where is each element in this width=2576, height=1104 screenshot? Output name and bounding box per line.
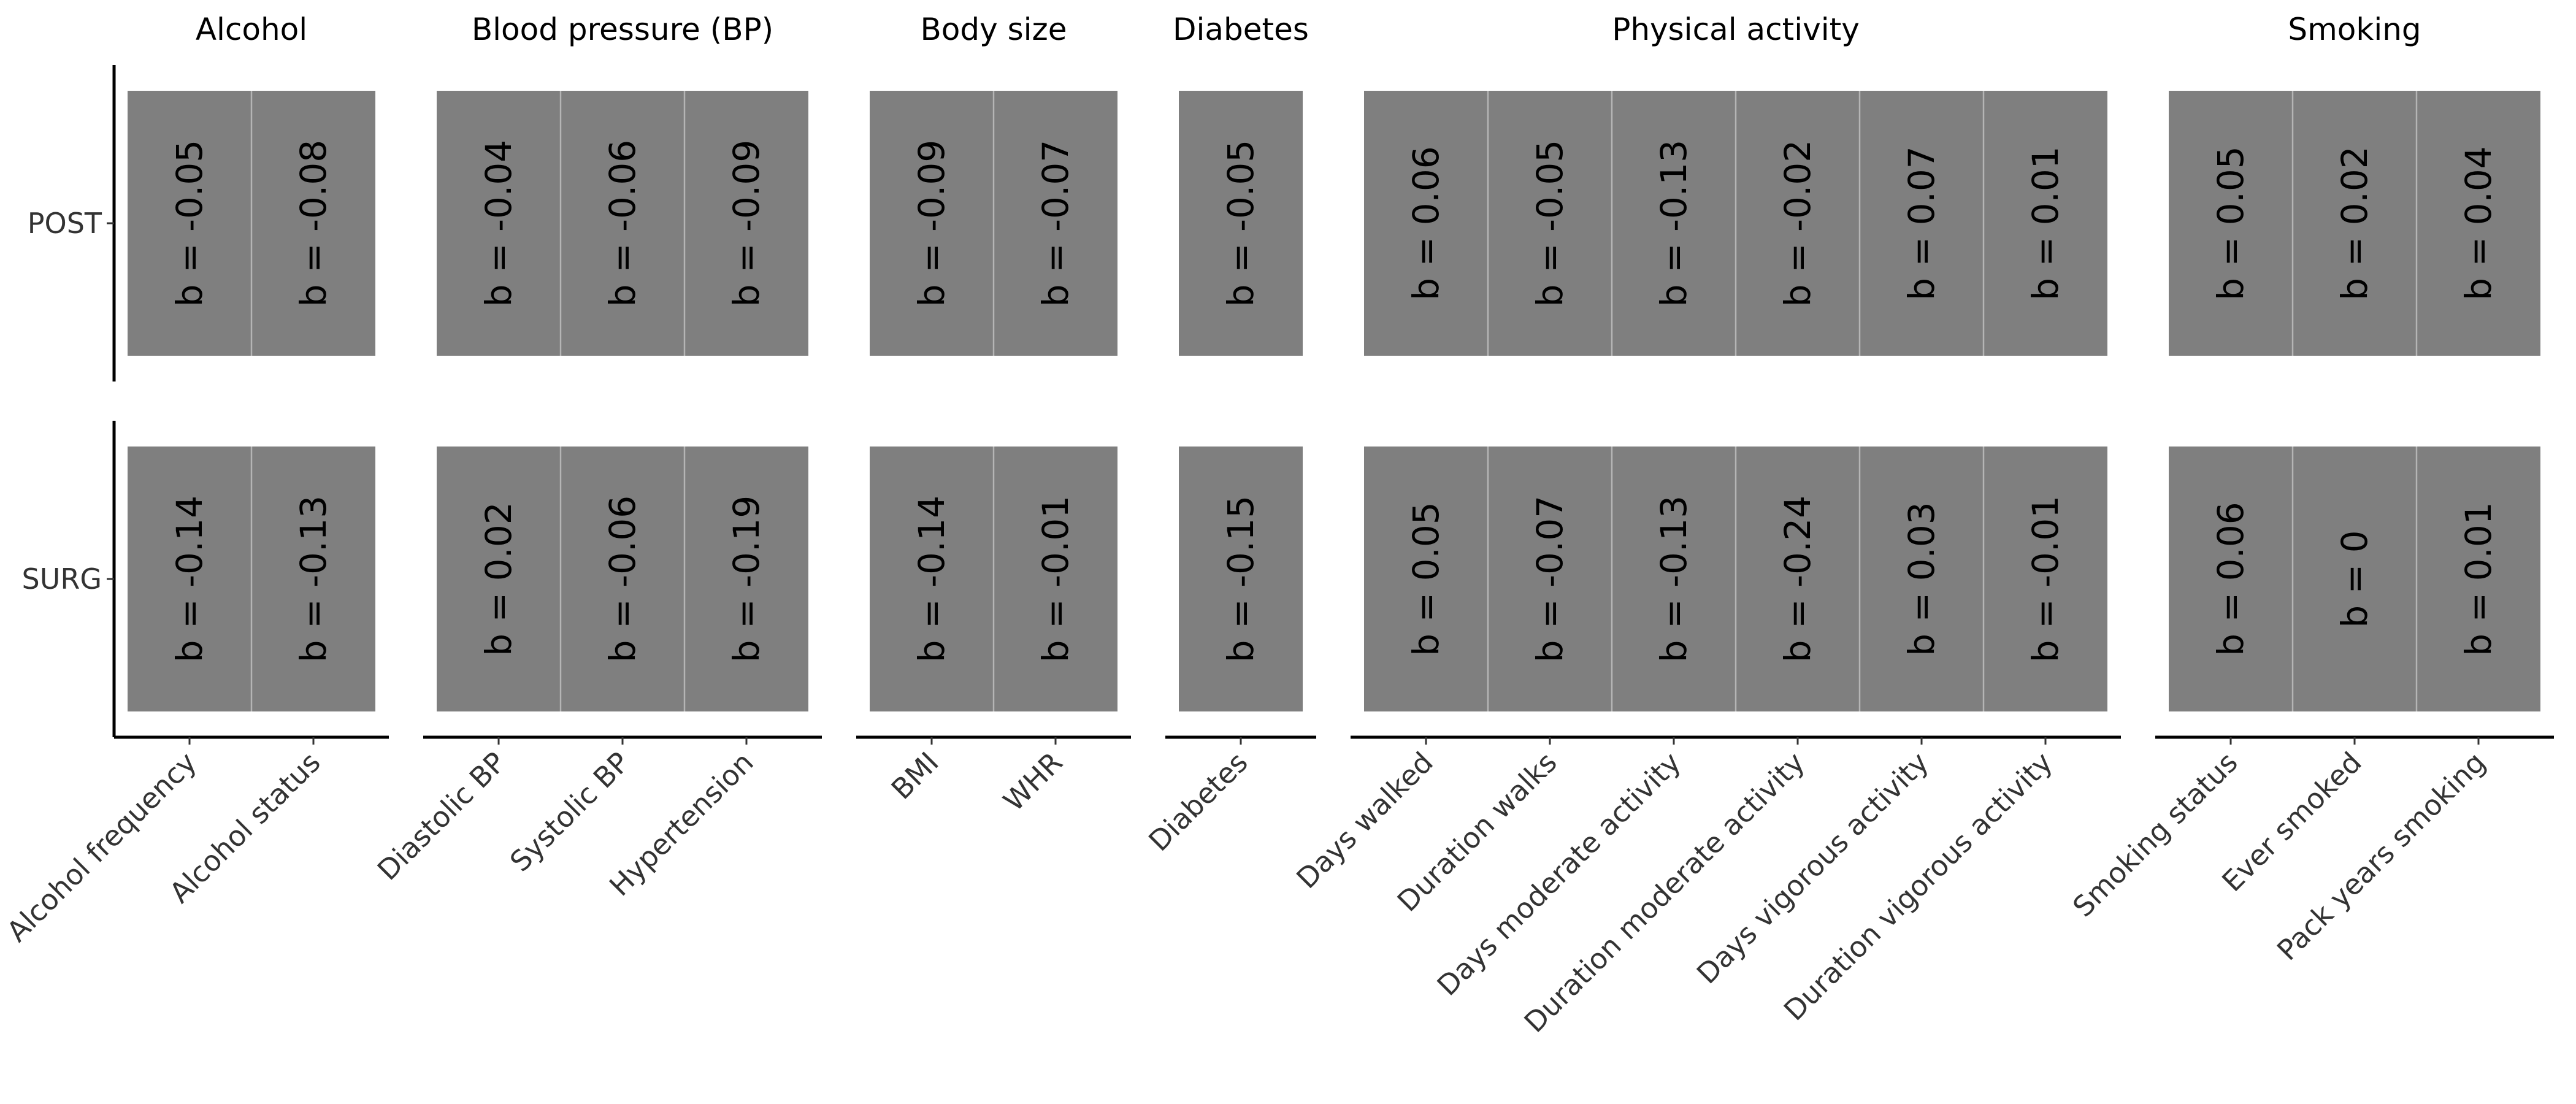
heatmap-cell-surg-days-vigorous-activity [1860, 447, 1984, 711]
heatmap-cell-post-duration-vigorous-activity [1984, 91, 2107, 356]
heatmap-cell-post-diabetes [1179, 91, 1303, 356]
heatmap-cell-post-alcohol-frequency [128, 91, 251, 356]
y-tick-label-surg: SURG [22, 562, 102, 596]
cell-label-post-pack-years-smoking: b = 0.04 [2458, 146, 2499, 300]
x-tick-label-whr: WHR [997, 746, 1068, 818]
cell-label-post-duration-walks: b = -0.05 [1529, 140, 1571, 307]
heatmap-cell-surg-diastolic-bp [437, 447, 561, 711]
heatmap-cell-surg-diabetes [1179, 447, 1303, 711]
axes [107, 65, 2554, 745]
y-tick-label-post: POST [28, 207, 102, 240]
cell-label-surg-whr: b = -0.01 [1035, 496, 1076, 662]
cell-label-surg-pack-years-smoking: b = 0.01 [2458, 502, 2499, 656]
heatmap-cell-surg-duration-vigorous-activity [1984, 447, 2107, 711]
cell-label-post-days-moderate-activity: b = -0.13 [1653, 140, 1695, 307]
cell-label-surg-ever-smoked: b = 0 [2334, 530, 2375, 627]
x-tick-label-diastolic-bp: Diastolic BP [371, 746, 512, 887]
cell-label-post-days-vigorous-activity: b = 0.07 [1901, 146, 1942, 300]
cell-label-surg-alcohol-frequency: b = -0.14 [169, 496, 210, 662]
cell-label-surg-days-moderate-activity: b = -0.13 [1653, 496, 1695, 662]
cell-label-surg-hypertension: b = -0.19 [726, 496, 767, 662]
heatmap-cell-post-duration-moderate-activity [1736, 91, 1860, 356]
heatmap-cell-surg-alcohol-status [251, 447, 375, 711]
x-tick-label-pack-years-smoking: Pack years smoking [2271, 746, 2492, 967]
heatmap-cell-surg-pack-years-smoking [2417, 447, 2540, 711]
heatmap-cell-post-pack-years-smoking [2417, 91, 2540, 356]
heatmap-cell-surg-duration-walks [1488, 447, 1612, 711]
x-tick-label-bmi: BMI [885, 746, 945, 806]
heatmap-cell-post-alcohol-status [251, 91, 375, 356]
heatmap-cell-post-days-moderate-activity [1612, 91, 1736, 356]
cell-label-surg-duration-walks: b = -0.07 [1529, 496, 1571, 662]
heatmap-cell-post-ever-smoked [2293, 91, 2417, 356]
x-tick-label-days-moderate-activity: Days moderate activity [1431, 746, 1687, 1002]
cell-label-post-diastolic-bp: b = -0.04 [478, 140, 519, 307]
cell-label-post-diabetes: b = -0.05 [1220, 140, 1262, 307]
heatmap-cell-post-diastolic-bp [437, 91, 561, 356]
cell-label-post-days-walked: b = 0.06 [1405, 146, 1447, 300]
cell-label-post-duration-vigorous-activity: b = 0.01 [2025, 146, 2066, 300]
x-tick-label-diabetes: Diabetes [1142, 746, 1254, 858]
cell-label-post-hypertension: b = -0.09 [726, 140, 767, 307]
heatmap-cell-surg-smoking-status [2169, 447, 2293, 711]
x-tick-label-smoking-status: Smoking status [2066, 746, 2244, 924]
facet-title-physical-activity: Physical activity [1612, 12, 1860, 47]
cell-label-post-smoking-status: b = 0.05 [2210, 146, 2252, 300]
heatmap-cell-post-days-walked [1364, 91, 1488, 356]
heatmap-cell-post-systolic-bp [561, 91, 684, 356]
cell-label-surg-bmi: b = -0.14 [911, 496, 953, 662]
facet-title-smoking: Smoking [2288, 12, 2421, 47]
cell-label-post-whr: b = -0.07 [1035, 140, 1076, 307]
cell-label-surg-diabetes: b = -0.15 [1220, 496, 1262, 662]
heatmap-cell-post-smoking-status [2169, 91, 2293, 356]
heatmap-cell-surg-days-walked [1364, 447, 1488, 711]
heatmap-cell-post-whr [994, 91, 1117, 356]
heatmap-cell-surg-duration-moderate-activity [1736, 447, 1860, 711]
heatmap-cell-post-duration-walks [1488, 91, 1612, 356]
cell-label-surg-diastolic-bp: b = 0.02 [478, 502, 519, 656]
cell-label-surg-days-walked: b = 0.05 [1405, 502, 1447, 656]
cell-label-post-bmi: b = -0.09 [911, 140, 953, 307]
x-tick-label-duration-vigorous-activity: Duration vigorous activity [1777, 746, 2059, 1027]
facet-title-alcohol: Alcohol [196, 12, 307, 47]
heatmap-cell-surg-days-moderate-activity [1612, 447, 1736, 711]
heatmap-cell-surg-alcohol-frequency [128, 447, 251, 711]
cell-label-surg-smoking-status: b = 0.06 [2210, 502, 2252, 656]
heatmap-cell-post-bmi [870, 91, 994, 356]
cell-label-surg-duration-vigorous-activity: b = -0.01 [2025, 496, 2066, 662]
x-tick-label-systolic-bp: Systolic BP [504, 746, 636, 878]
facet-title-body-size: Body size [920, 12, 1067, 47]
cell-label-surg-days-vigorous-activity: b = 0.03 [1901, 502, 1942, 656]
cell-label-post-alcohol-status: b = -0.08 [293, 140, 334, 307]
x-tick-label-alcohol-frequency: Alcohol frequency [0, 746, 202, 948]
heatmap-cell-surg-hypertension [684, 447, 808, 711]
facet-panels [128, 91, 2540, 711]
cell-label-surg-duration-moderate-activity: b = -0.24 [1777, 496, 1819, 662]
cell-label-post-systolic-bp: b = -0.06 [602, 140, 643, 307]
heatmap-cell-post-hypertension [684, 91, 808, 356]
facet-title-diabetes: Diabetes [1173, 12, 1309, 47]
x-tick-label-days-vigorous-activity: Days vigorous activity [1690, 746, 1935, 991]
heatmap-cell-surg-ever-smoked [2293, 447, 2417, 711]
heatmap-cell-surg-systolic-bp [561, 447, 684, 711]
heatmap-cell-post-days-vigorous-activity [1860, 91, 1984, 356]
cell-label-surg-systolic-bp: b = -0.06 [602, 496, 643, 662]
heatmap-cell-surg-whr [994, 447, 1117, 711]
cell-label-post-ever-smoked: b = 0.02 [2334, 146, 2375, 300]
cell-label-post-alcohol-frequency: b = -0.05 [169, 140, 210, 307]
cell-label-post-duration-moderate-activity: b = -0.02 [1777, 140, 1819, 307]
cell-label-surg-alcohol-status: b = -0.13 [293, 496, 334, 662]
heatmap-cell-surg-bmi [870, 447, 994, 711]
facet-title-blood-pressure-bp: Blood pressure (BP) [472, 12, 773, 47]
